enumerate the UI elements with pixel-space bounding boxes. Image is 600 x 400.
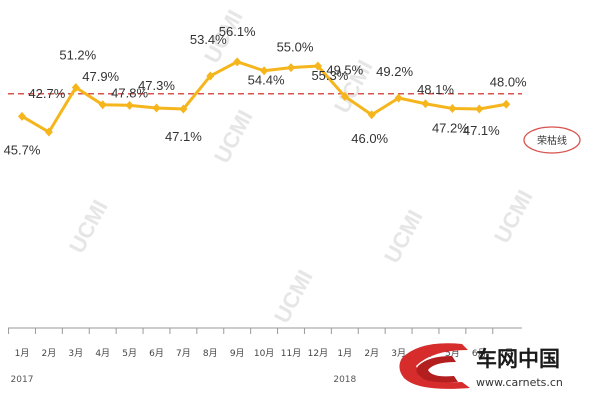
data-point [313,61,322,71]
carnets-logo: 车网中国 www.carnets.cn [399,343,563,389]
reference-label: 荣枯线 [537,134,567,147]
watermark-1: UCMI [209,106,257,167]
data-point [206,71,215,81]
x-ticks [8,328,494,334]
data-point [44,127,53,137]
data-label: 56.1% [219,24,256,39]
x-tick-label: 1月 [337,348,352,359]
x-tick-label: 6月 [472,348,487,359]
data-point [448,103,457,113]
data-point [179,104,188,114]
series-points [18,57,511,137]
x-tick-label: 2月 [364,348,379,359]
x-tick-label: 6月 [149,348,164,359]
logo-url: www.carnets.cn [476,376,563,389]
data-label: 48.1% [417,82,454,97]
data-label: 48.0% [490,74,527,89]
x-tick-label: 4月 [95,348,110,359]
data-point [152,103,161,113]
data-label: 47.1% [463,123,500,138]
data-label: 42.7% [28,86,65,101]
data-label: 51.2% [59,48,96,63]
data-point [18,111,26,121]
year-labels: 2017 2018 [11,375,357,385]
logo-emblem-icon [399,343,470,389]
data-point [71,83,80,93]
data-label: 47.1% [165,129,202,144]
x-tick-label: 2月 [42,348,57,359]
data-point [394,93,403,103]
data-label: 49.5% [326,62,363,77]
reference-label-box: 荣枯线 [523,126,581,154]
x-tick-label: 5月 [122,348,137,359]
data-label: 47.8% [111,85,148,100]
x-tick-label: 3月 [68,348,83,359]
data-label: 53.4% [190,32,227,47]
data-point [233,57,242,67]
year-label: 2018 [333,375,356,385]
data-point [260,66,269,76]
data-label: 54.4% [248,73,285,88]
data-label: 47.3% [138,78,175,93]
watermark-2: UCMI [269,266,317,327]
x-tick-label: 5月 [445,348,460,359]
data-label: 46.0% [351,131,388,146]
x-tick-label: 10月 [254,348,274,359]
data-label: 55.3% [311,68,348,83]
x-tick-label: 8月 [203,348,218,359]
data-label: 49.2% [376,64,413,79]
x-tick-label: 7月 [499,348,514,359]
x-tick-label: 11月 [281,348,301,359]
data-point [367,110,376,120]
logo-name: 车网中国 [476,347,560,371]
year-label: 2017 [11,375,34,385]
data-point [125,100,134,110]
x-tick-label: 7月 [176,348,191,359]
x-tick-labels: 1月2月3月4月5月6月7月8月9月10月11月12月1月2月3月4月5月6月7… [15,348,514,359]
data-label: 47.2% [432,120,469,135]
watermark-6: UCMI [489,186,537,247]
data-point [98,100,107,110]
x-tick-label: 3月 [391,348,406,359]
x-tick-label: 12月 [308,348,328,359]
data-point [340,91,349,101]
data-point [475,104,484,114]
data-labels: 45.7% 42.7% 51.2% 47.9%47.8%47.3% 47.1% 53.4%… [4,24,528,157]
x-tick-label: 9月 [230,348,245,359]
watermark-5: UCMI [379,206,427,267]
data-label: 47.9% [82,69,119,84]
x-tick-label: 1月 [15,348,30,359]
data-point [502,99,511,109]
data-point [287,63,295,73]
watermark-0: UCMI [64,196,112,257]
data-label: 55.0% [277,40,314,55]
data-point [421,99,430,109]
data-label: 45.7% [4,142,41,157]
